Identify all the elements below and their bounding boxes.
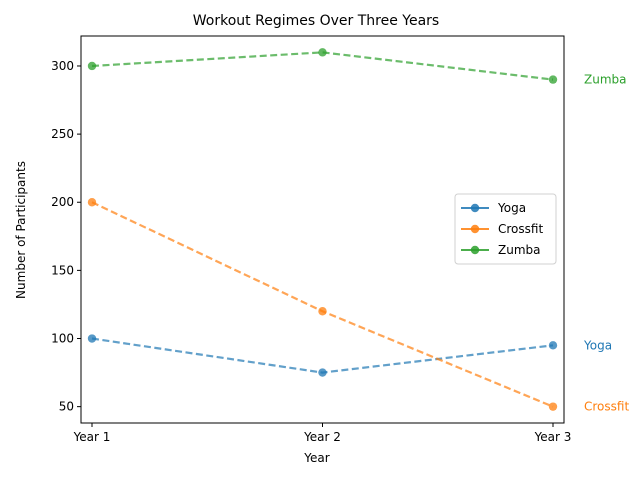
legend: Yoga Crossfit Zumba bbox=[454, 193, 557, 265]
series-group bbox=[87, 48, 558, 411]
series-end-labels: Yoga Crossfit Zumba bbox=[583, 73, 629, 414]
series-line-zumba bbox=[91, 51, 554, 81]
data-point-zumba bbox=[87, 61, 97, 71]
data-point-crossfit bbox=[318, 307, 327, 316]
y-tick-label: 50 bbox=[59, 400, 74, 414]
data-point-zumba bbox=[318, 48, 327, 57]
y-tick-label: 200 bbox=[51, 195, 74, 209]
legend-marker-zumba bbox=[470, 245, 480, 255]
end-label-yoga: Yoga bbox=[583, 338, 612, 352]
y-tick-label: 150 bbox=[51, 263, 74, 277]
data-point-yoga bbox=[87, 334, 97, 343]
data-point-crossfit bbox=[548, 402, 558, 411]
legend-label-yoga: Yoga bbox=[497, 201, 526, 215]
legend-label-zumba: Zumba bbox=[498, 243, 541, 257]
legend-marker-crossfit bbox=[470, 224, 480, 234]
data-point-yoga bbox=[548, 341, 558, 350]
data-point-zumba bbox=[548, 75, 558, 84]
y-tick-label: 100 bbox=[51, 332, 74, 346]
y-tick-label: 300 bbox=[51, 59, 74, 73]
x-tick-label: Year 1 bbox=[73, 430, 111, 444]
end-label-zumba: Zumba bbox=[584, 73, 627, 87]
end-label-crossfit: Crossfit bbox=[584, 400, 629, 414]
y-axis-label: Number of Participants bbox=[14, 161, 28, 299]
y-tick-label: 250 bbox=[51, 127, 74, 141]
data-point-yoga bbox=[318, 368, 327, 377]
x-tick-label: Year 3 bbox=[534, 430, 572, 444]
legend-label-crossfit: Crossfit bbox=[498, 222, 543, 236]
x-axis-ticks: Year 1 Year 2 Year 3 bbox=[73, 423, 572, 444]
y-axis-ticks: 50 100 150 200 250 300 bbox=[51, 59, 81, 414]
legend-box bbox=[454, 193, 557, 265]
x-tick-label: Year 2 bbox=[303, 430, 341, 444]
legend-marker-yoga bbox=[470, 203, 480, 213]
x-axis-label: Year bbox=[303, 451, 329, 465]
data-point-crossfit bbox=[87, 198, 97, 207]
chart-title: Workout Regimes Over Three Years bbox=[193, 13, 439, 29]
